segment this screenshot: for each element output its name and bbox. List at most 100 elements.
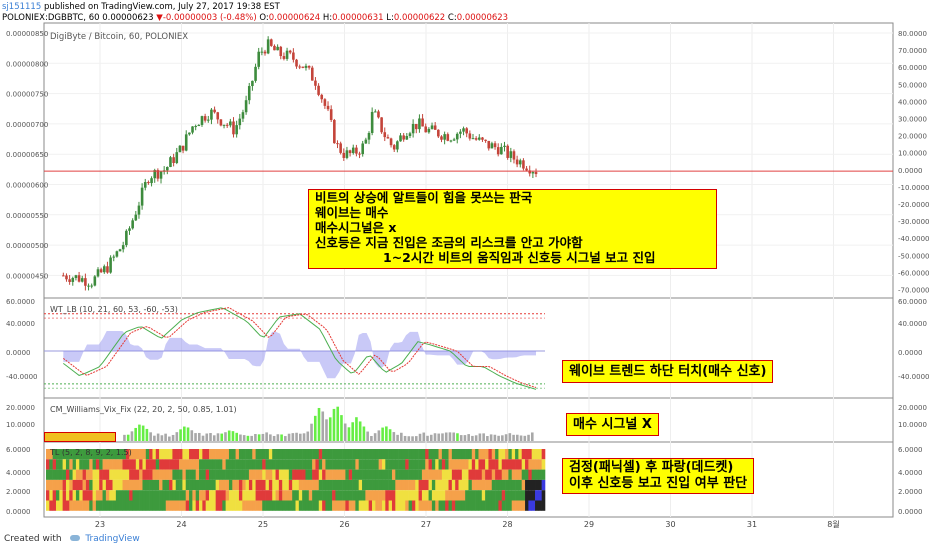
tl-cell bbox=[315, 500, 320, 511]
vix-bar bbox=[212, 435, 216, 441]
tl-cell bbox=[52, 490, 57, 501]
candle-body bbox=[509, 151, 513, 158]
tl-cell bbox=[292, 500, 296, 511]
tl-cell bbox=[209, 490, 213, 501]
tl-cell bbox=[458, 459, 463, 470]
tl-cell bbox=[332, 479, 336, 491]
tl-cell bbox=[205, 469, 210, 480]
tl-cell bbox=[298, 469, 303, 480]
tl-cell bbox=[365, 449, 369, 460]
tl-cell bbox=[228, 449, 233, 460]
tl-cell bbox=[212, 479, 216, 491]
vix-bar bbox=[411, 436, 414, 441]
tl-cell bbox=[415, 479, 419, 491]
tl-cell bbox=[125, 459, 130, 470]
note-line: 웨이브는 매수 bbox=[315, 205, 389, 220]
tl-cell bbox=[205, 490, 210, 501]
tl-cell bbox=[129, 500, 133, 511]
tl-cell bbox=[465, 490, 469, 501]
tl-cell bbox=[348, 459, 353, 470]
tl-cell bbox=[372, 479, 376, 491]
candle-body bbox=[270, 39, 273, 46]
axis-tick-label: 40.0000 bbox=[898, 98, 927, 106]
candle-body bbox=[206, 119, 210, 121]
tl-cell bbox=[139, 500, 143, 511]
wt-panel-label: WT_LB (10, 21, 60, 53, -60, -53) bbox=[50, 305, 178, 314]
symbol-name[interactable]: POLONIEX:DGBBTC, 60 bbox=[2, 13, 100, 23]
axis-tick-label: 60.0000 bbox=[898, 64, 927, 72]
tl-cell bbox=[135, 449, 140, 460]
tl-cell bbox=[335, 459, 340, 470]
tl-cell bbox=[488, 490, 493, 501]
tl-cell bbox=[99, 490, 103, 501]
tl-cell bbox=[59, 479, 63, 491]
tl-cell bbox=[308, 479, 313, 491]
tl-cell bbox=[55, 469, 60, 480]
tl-cell bbox=[169, 479, 173, 491]
tl-cell bbox=[228, 479, 233, 491]
tl-cell bbox=[252, 479, 256, 491]
tl-cell bbox=[155, 500, 160, 511]
tl-cell bbox=[265, 490, 270, 501]
tl-cell bbox=[518, 479, 523, 491]
tl-cell bbox=[448, 459, 453, 470]
tl-cell bbox=[455, 469, 459, 480]
candle-body bbox=[342, 152, 346, 158]
tl-cell bbox=[149, 469, 153, 480]
tl-cell bbox=[235, 449, 240, 460]
tl-cell bbox=[179, 490, 183, 501]
tl-cell bbox=[169, 459, 173, 470]
vix-bar bbox=[489, 434, 493, 441]
author-link[interactable]: sj151115 bbox=[2, 2, 42, 12]
tl-cell bbox=[82, 449, 87, 460]
tl-cell bbox=[182, 469, 187, 480]
tl-cell bbox=[179, 459, 183, 470]
tl-cell bbox=[238, 500, 243, 511]
vix-bar bbox=[216, 433, 220, 441]
tl-cell bbox=[398, 490, 403, 501]
tl-cell bbox=[395, 469, 399, 480]
tl-cell bbox=[272, 479, 276, 491]
tl-cell bbox=[388, 479, 393, 491]
wt-histogram-area bbox=[63, 331, 537, 379]
tl-cell bbox=[175, 469, 180, 480]
candle-body bbox=[191, 126, 194, 133]
tl-cell bbox=[485, 490, 489, 501]
tl-cell bbox=[441, 469, 446, 480]
vix-bar bbox=[179, 429, 182, 441]
tl-cell bbox=[169, 500, 173, 511]
candle-body bbox=[276, 46, 279, 51]
candle-body bbox=[128, 228, 131, 231]
tl-cell bbox=[342, 469, 346, 480]
axis-tick-label: 20.0000 bbox=[6, 404, 35, 412]
tl-cell bbox=[152, 449, 157, 460]
candle-body bbox=[433, 125, 437, 130]
tl-cell bbox=[179, 479, 183, 491]
tl-cell bbox=[421, 479, 426, 491]
x-tick-label: 26 bbox=[339, 520, 349, 529]
candle-body bbox=[247, 86, 251, 101]
tl-cell bbox=[445, 449, 449, 460]
candle-body bbox=[150, 178, 153, 184]
tl-cell bbox=[378, 459, 383, 470]
candle-body bbox=[175, 152, 179, 163]
tl-cell bbox=[82, 500, 87, 511]
axis-tick-label: 80.0000 bbox=[898, 30, 927, 38]
tl-cell bbox=[115, 490, 120, 501]
chart-canvas[interactable]: DigiByte / Bitcoin, 60, POLONIEX 0.00000… bbox=[0, 0, 932, 530]
vix-bar bbox=[340, 415, 343, 441]
tl-cell bbox=[255, 449, 260, 460]
tl-cell bbox=[212, 449, 216, 460]
tl-cell bbox=[312, 500, 316, 511]
tl-cell bbox=[335, 479, 340, 491]
tl-cell bbox=[342, 479, 346, 491]
tl-cell bbox=[365, 479, 369, 491]
tl-cell bbox=[62, 459, 67, 470]
tl-cell bbox=[481, 469, 486, 480]
tl-cell bbox=[325, 449, 330, 460]
tl-cell bbox=[232, 469, 236, 480]
tl-cell bbox=[46, 490, 50, 501]
tl-cell bbox=[408, 500, 413, 511]
tradingview-link[interactable]: TradingView bbox=[85, 534, 140, 544]
tl-cell bbox=[501, 479, 506, 491]
